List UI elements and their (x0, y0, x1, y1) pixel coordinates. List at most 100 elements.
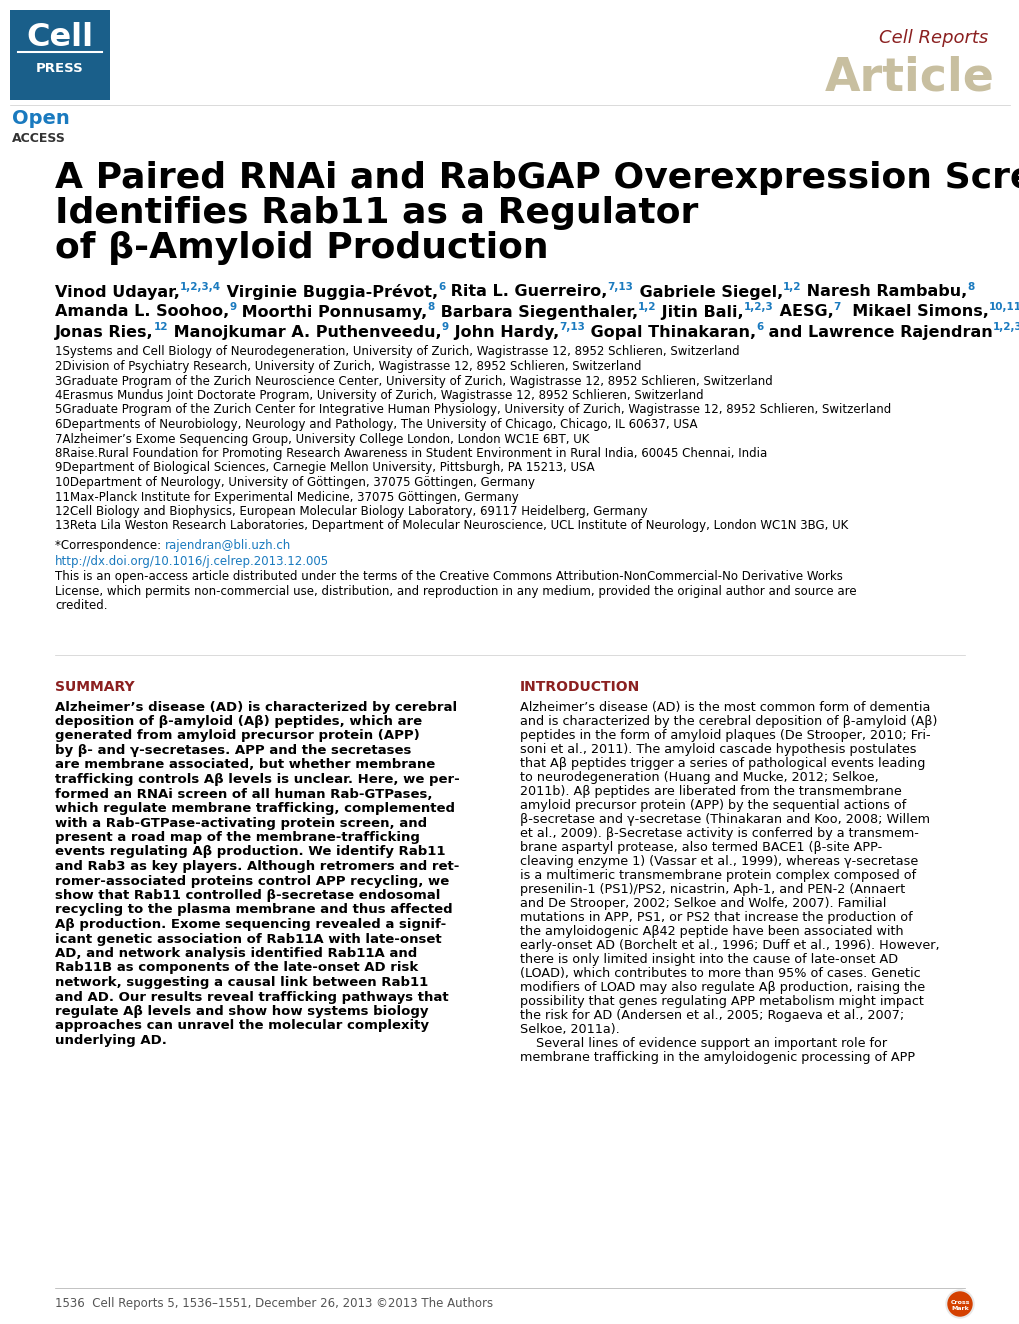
Text: 7: 7 (833, 302, 841, 312)
Text: 8Raise.Rural Foundation for Promoting Research Awareness in Student Environment : 8Raise.Rural Foundation for Promoting Re… (55, 448, 766, 459)
Text: 1Systems and Cell Biology of Neurodegeneration, University of Zurich, Wagistrass: 1Systems and Cell Biology of Neurodegene… (55, 346, 739, 359)
Text: amyloid precursor protein (APP) by the sequential actions of: amyloid precursor protein (APP) by the s… (520, 798, 905, 812)
Text: cleaving enzyme 1) (Vassar et al., 1999), whereas γ-secretase: cleaving enzyme 1) (Vassar et al., 1999)… (520, 854, 917, 867)
Text: peptides in the form of amyloid plaques (De Strooper, 2010; Fri-: peptides in the form of amyloid plaques … (520, 728, 929, 741)
Text: 9Department of Biological Sciences, Carnegie Mellon University, Pittsburgh, PA 1: 9Department of Biological Sciences, Carn… (55, 462, 594, 474)
Text: approaches can unravel the molecular complexity: approaches can unravel the molecular com… (55, 1019, 429, 1033)
Text: 6: 6 (755, 322, 762, 332)
Text: regulate Aβ levels and show how systems biology: regulate Aβ levels and show how systems … (55, 1005, 428, 1018)
Text: and Rab3 as key players. Although retromers and ret-: and Rab3 as key players. Although retrom… (55, 861, 459, 873)
Text: Naresh Rambabu,: Naresh Rambabu, (801, 285, 967, 299)
Text: soni et al., 2011). The amyloid cascade hypothesis postulates: soni et al., 2011). The amyloid cascade … (520, 743, 916, 756)
Text: 8: 8 (427, 302, 434, 312)
Text: events regulating Aβ production. We identify Rab11: events regulating Aβ production. We iden… (55, 846, 445, 858)
Text: 8: 8 (967, 282, 974, 293)
Text: presenilin-1 (PS1)/PS2, nicastrin, Aph-1, and PEN-2 (Annaert: presenilin-1 (PS1)/PS2, nicastrin, Aph-1… (520, 883, 905, 895)
Text: Alzheimer’s disease (AD) is the most common form of dementia: Alzheimer’s disease (AD) is the most com… (520, 700, 929, 714)
Text: β-secretase and γ-secretase (Thinakaran and Koo, 2008; Willem: β-secretase and γ-secretase (Thinakaran … (520, 813, 929, 825)
Text: (LOAD), which contributes to more than 95% of cases. Genetic: (LOAD), which contributes to more than 9… (520, 967, 920, 980)
Text: generated from amyloid precursor protein (APP): generated from amyloid precursor protein… (55, 730, 420, 743)
Circle shape (947, 1292, 971, 1316)
Text: Identifies Rab11 as a Regulator: Identifies Rab11 as a Regulator (55, 196, 698, 230)
Text: romer-associated proteins control APP recycling, we: romer-associated proteins control APP re… (55, 874, 448, 887)
Text: 7,13: 7,13 (558, 322, 585, 332)
Text: 6: 6 (438, 282, 445, 293)
Text: http://dx.doi.org/10.1016/j.celrep.2013.12.005: http://dx.doi.org/10.1016/j.celrep.2013.… (55, 555, 329, 568)
Text: AESG,: AESG, (773, 305, 833, 319)
Text: 1536  Cell Reports 5, 1536–1551, December 26, 2013 ©2013 The Authors: 1536 Cell Reports 5, 1536–1551, December… (55, 1298, 492, 1311)
Text: icant genetic association of Rab11A with late-onset: icant genetic association of Rab11A with… (55, 932, 441, 945)
Text: John Hardy,: John Hardy, (448, 324, 558, 339)
Text: Manojkumar A. Puthenveedu,: Manojkumar A. Puthenveedu, (168, 324, 441, 339)
Text: Moorthi Ponnusamy,: Moorthi Ponnusamy, (236, 305, 427, 319)
Circle shape (945, 1290, 973, 1317)
Text: modifiers of LOAD may also regulate Aβ production, raising the: modifiers of LOAD may also regulate Aβ p… (520, 981, 924, 993)
Text: and AD. Our results reveal trafficking pathways that: and AD. Our results reveal trafficking p… (55, 990, 448, 1004)
Text: 10,11: 10,11 (987, 302, 1019, 312)
Text: 5Graduate Program of the Zurich Center for Integrative Human Physiology, Univers: 5Graduate Program of the Zurich Center f… (55, 404, 891, 417)
Text: credited.: credited. (55, 598, 107, 612)
Text: Gabriele Siegel,: Gabriele Siegel, (633, 285, 783, 299)
Text: Cross: Cross (950, 1300, 969, 1305)
Text: License, which permits non-commercial use, distribution, and reproduction in any: License, which permits non-commercial us… (55, 584, 856, 597)
Text: Amanda L. Soohoo,: Amanda L. Soohoo, (55, 305, 229, 319)
Text: possibility that genes regulating APP metabolism might impact: possibility that genes regulating APP me… (520, 994, 923, 1008)
Text: This is an open-access article distributed under the terms of the Creative Commo: This is an open-access article distribut… (55, 571, 842, 583)
Text: recycling to the plasma membrane and thus affected: recycling to the plasma membrane and thu… (55, 903, 452, 916)
Text: Aβ production. Exome sequencing revealed a signif-: Aβ production. Exome sequencing revealed… (55, 918, 446, 931)
Text: 9: 9 (229, 302, 236, 312)
Text: are membrane associated, but whether membrane: are membrane associated, but whether mem… (55, 759, 435, 772)
Text: the risk for AD (Andersen et al., 2005; Rogaeva et al., 2007;: the risk for AD (Andersen et al., 2005; … (520, 1009, 904, 1022)
Text: is a multimeric transmembrane protein complex composed of: is a multimeric transmembrane protein co… (520, 869, 915, 882)
Text: to neurodegeneration (Huang and Mucke, 2012; Selkoe,: to neurodegeneration (Huang and Mucke, 2… (520, 771, 878, 784)
Text: Several lines of evidence support an important role for: Several lines of evidence support an imp… (520, 1037, 887, 1050)
Text: 11Max-Planck Institute for Experimental Medicine, 37075 Göttingen, Germany: 11Max-Planck Institute for Experimental … (55, 490, 519, 503)
Text: trafficking controls Aβ levels is unclear. Here, we per-: trafficking controls Aβ levels is unclea… (55, 773, 460, 786)
Text: with a Rab-GTPase-activating protein screen, and: with a Rab-GTPase-activating protein scr… (55, 817, 427, 830)
Text: Cell Reports: Cell Reports (878, 29, 987, 46)
Text: Alzheimer’s disease (AD) is characterized by cerebral: Alzheimer’s disease (AD) is characterize… (55, 700, 457, 714)
Text: deposition of β-amyloid (Aβ) peptides, which are: deposition of β-amyloid (Aβ) peptides, w… (55, 715, 422, 728)
Text: 12Cell Biology and Biophysics, European Molecular Biology Laboratory, 69117 Heid: 12Cell Biology and Biophysics, European … (55, 504, 647, 518)
Text: rajendran@bli.uzh.ch: rajendran@bli.uzh.ch (165, 539, 290, 552)
Text: PRESS: PRESS (36, 61, 84, 74)
Text: INTRODUCTION: INTRODUCTION (520, 681, 640, 694)
Text: Rab11B as components of the late-onset AD risk: Rab11B as components of the late-onset A… (55, 961, 418, 974)
Text: 13Reta Lila Weston Research Laboratories, Department of Molecular Neuroscience, : 13Reta Lila Weston Research Laboratories… (55, 519, 848, 532)
Text: 7Alzheimer’s Exome Sequencing Group, University College London, London WC1E 6BT,: 7Alzheimer’s Exome Sequencing Group, Uni… (55, 433, 589, 445)
Text: 1,2,3,5,*: 1,2,3,5,* (993, 322, 1019, 332)
Text: there is only limited insight into the cause of late-onset AD: there is only limited insight into the c… (520, 952, 898, 965)
Text: *Correspondence:: *Correspondence: (55, 539, 165, 552)
Text: and is characterized by the cerebral deposition of β-amyloid (Aβ): and is characterized by the cerebral dep… (520, 715, 936, 727)
Text: brane aspartyl protease, also termed BACE1 (β-site APP-: brane aspartyl protease, also termed BAC… (520, 841, 881, 854)
Text: of β-Amyloid Production: of β-Amyloid Production (55, 230, 548, 265)
Text: A Paired RNAi and RabGAP Overexpression Screen: A Paired RNAi and RabGAP Overexpression … (55, 162, 1019, 195)
Text: Virginie Buggia-Prévot,: Virginie Buggia-Prévot, (221, 285, 438, 301)
Text: membrane trafficking in the amyloidogenic processing of APP: membrane trafficking in the amyloidogeni… (520, 1050, 914, 1063)
Text: 2011b). Aβ peptides are liberated from the transmembrane: 2011b). Aβ peptides are liberated from t… (520, 785, 901, 797)
Text: 1,2,3: 1,2,3 (744, 302, 773, 312)
Text: Jonas Ries,: Jonas Ries, (55, 324, 154, 339)
Text: Gopal Thinakaran,: Gopal Thinakaran, (585, 324, 755, 339)
Text: 10Department of Neurology, University of Göttingen, 37075 Göttingen, Germany: 10Department of Neurology, University of… (55, 477, 535, 489)
Text: Article: Article (824, 56, 994, 101)
Text: formed an RNAi screen of all human Rab-GTPases,: formed an RNAi screen of all human Rab-G… (55, 788, 432, 801)
Text: early-onset AD (Borchelt et al., 1996; Duff et al., 1996). However,: early-onset AD (Borchelt et al., 1996; D… (520, 939, 938, 952)
Text: and De Strooper, 2002; Selkoe and Wolfe, 2007). Familial: and De Strooper, 2002; Selkoe and Wolfe,… (520, 896, 886, 910)
Text: present a road map of the membrane-trafficking: present a road map of the membrane-traff… (55, 831, 420, 843)
Text: that Aβ peptides trigger a series of pathological events leading: that Aβ peptides trigger a series of pat… (520, 756, 924, 769)
Text: et al., 2009). β-Secretase activity is conferred by a transmem-: et al., 2009). β-Secretase activity is c… (520, 826, 918, 839)
Text: Open: Open (12, 109, 69, 127)
Text: 3Graduate Program of the Zurich Neuroscience Center, University of Zurich, Wagis: 3Graduate Program of the Zurich Neurosci… (55, 375, 772, 388)
Text: Rita L. Guerreiro,: Rita L. Guerreiro, (445, 285, 607, 299)
Text: Cell: Cell (26, 23, 94, 53)
Text: mutations in APP, PS1, or PS2 that increase the production of: mutations in APP, PS1, or PS2 that incre… (520, 911, 912, 924)
Text: 7,13: 7,13 (607, 282, 633, 293)
Text: SUMMARY: SUMMARY (55, 681, 135, 694)
Text: AD, and network analysis identified Rab11A and: AD, and network analysis identified Rab1… (55, 947, 417, 960)
Text: and Lawrence Rajendran: and Lawrence Rajendran (762, 324, 993, 339)
Text: 12: 12 (154, 322, 168, 332)
Text: Mark: Mark (950, 1307, 968, 1312)
Text: 1,2,3,4: 1,2,3,4 (179, 282, 221, 293)
Text: 4Erasmus Mundus Joint Doctorate Program, University of Zurich, Wagistrasse 12, 8: 4Erasmus Mundus Joint Doctorate Program,… (55, 389, 703, 402)
